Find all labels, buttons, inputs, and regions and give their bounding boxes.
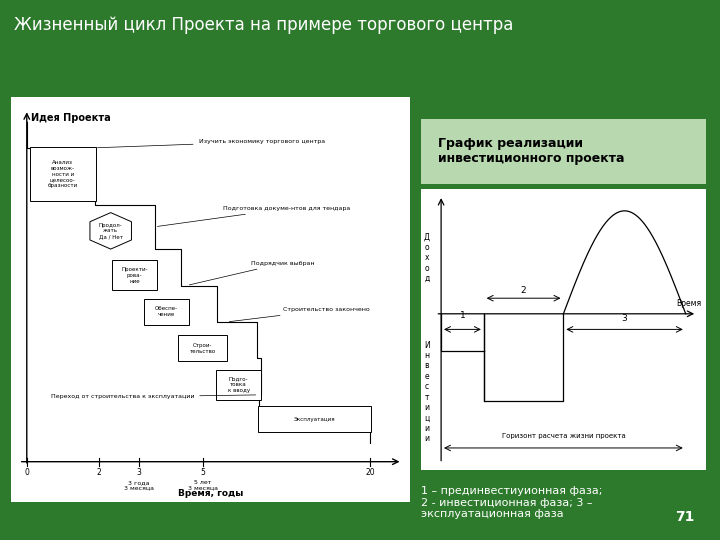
Text: Изучить экономику торгового центра: Изучить экономику торгового центра [97,139,325,148]
Text: 0: 0 [24,468,30,477]
FancyBboxPatch shape [178,335,228,361]
Polygon shape [90,213,132,249]
Text: Эксплуатация: Эксплуатация [294,417,336,422]
Text: Строи-
тельство: Строи- тельство [189,343,216,354]
Text: 3: 3 [621,314,627,323]
Text: Обеспе-
чение: Обеспе- чение [155,306,179,317]
Text: Д
о
х
о
д: Д о х о д [424,232,430,283]
Text: 20: 20 [366,468,375,477]
Text: 2: 2 [521,286,526,295]
FancyBboxPatch shape [144,299,189,325]
Text: Подго-
товка
к вводу: Подго- товка к вводу [228,376,250,393]
Text: 1 – прединвестиуионная фаза;
2 - инвестиционная фаза; 3 –
эксплуатационная фаза: 1 – прединвестиуионная фаза; 2 - инвести… [421,486,603,519]
Text: 71: 71 [675,510,695,524]
Text: 2: 2 [96,468,101,477]
Text: Продол-
жать
Да / Нет: Продол- жать Да / Нет [99,222,122,239]
Text: И
н
в
е
с
т
и
ц
и
и: И н в е с т и ц и и [424,341,430,443]
Text: Идея Проекта: Идея Проекта [31,113,111,124]
Text: График реализации
инвестиционного проекта: График реализации инвестиционного проект… [438,137,625,165]
Text: Строительство закончено: Строительство закончено [230,307,369,322]
Text: Время, годы: Время, годы [178,489,243,498]
Text: Подготовка докуме-нтов для тендара: Подготовка докуме-нтов для тендара [158,206,350,226]
Text: Горизонт расчета жизни проекта: Горизонт расчета жизни проекта [502,433,625,438]
FancyBboxPatch shape [258,406,372,432]
Text: 5: 5 [200,468,205,477]
Text: Время: Время [676,299,701,308]
Text: Жизненный цикл Проекта на примере торгового центра: Жизненный цикл Проекта на примере торгов… [14,16,514,34]
Text: Проекти-
рова-
ние: Проекти- рова- ние [122,267,148,284]
Text: 3: 3 [136,468,141,477]
FancyBboxPatch shape [216,370,261,400]
Text: Переход от строительства к эксплуатации: Переход от строительства к эксплуатации [50,394,256,400]
FancyBboxPatch shape [112,260,158,291]
Text: Анализ
возмож-
ности и
целесоо-
бразности: Анализ возмож- ности и целесоо- бразност… [48,160,78,188]
Text: 1: 1 [459,311,465,320]
Text: Подрядчик выбран: Подрядчик выбран [189,261,314,285]
Text: 5 лет
3 месяца: 5 лет 3 месяца [188,480,217,491]
FancyBboxPatch shape [30,147,96,201]
Text: 3 года
3 месяца: 3 года 3 месяца [124,480,153,491]
